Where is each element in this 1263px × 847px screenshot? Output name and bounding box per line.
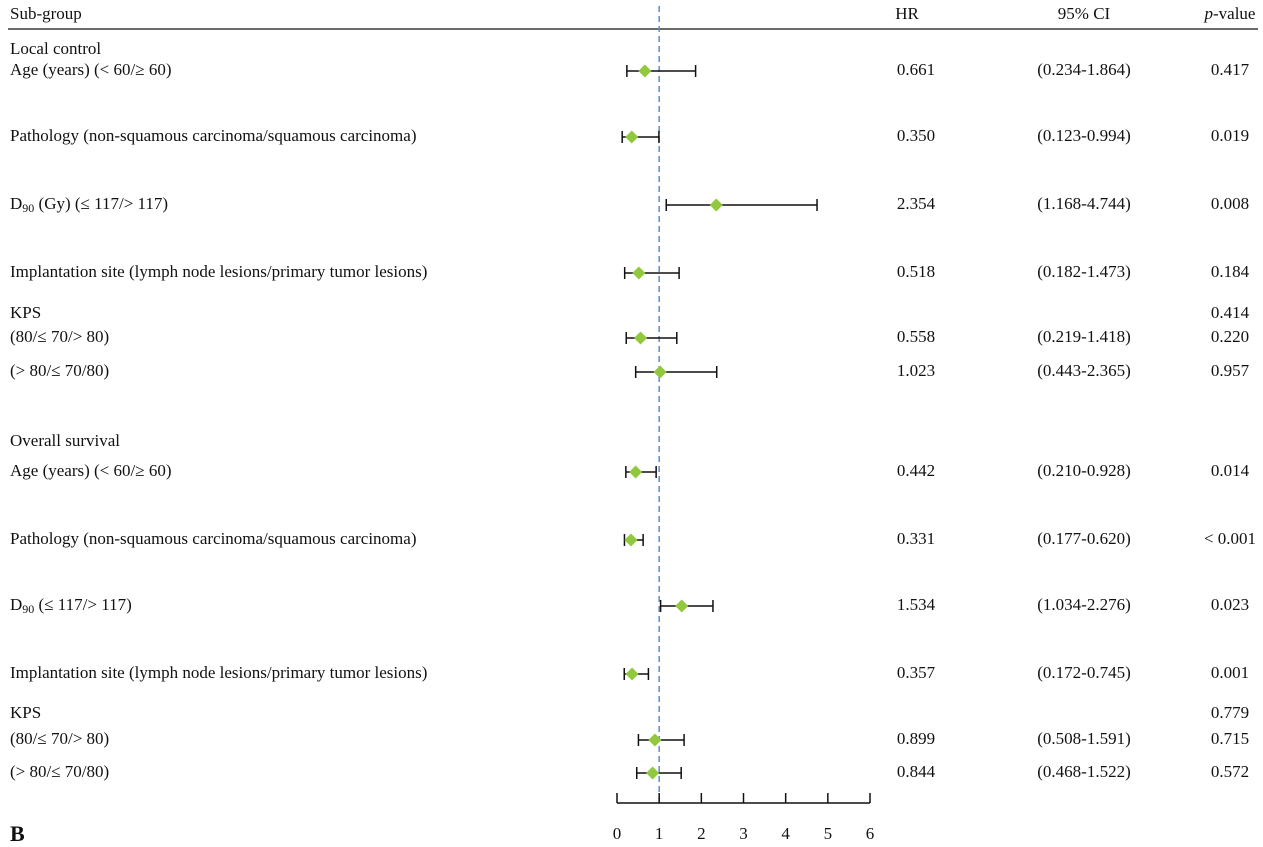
- p-value: 0.014: [1211, 461, 1250, 480]
- p-value: < 0.001: [1204, 529, 1256, 548]
- ci-value: (0.468-1.522): [1037, 762, 1130, 781]
- hr-value: 0.661: [897, 60, 935, 79]
- ci-value: (1.034-2.276): [1037, 595, 1130, 614]
- p-value: 0.957: [1211, 361, 1250, 380]
- ci-value: (0.123-0.994): [1037, 126, 1130, 145]
- row-label-main: Implantation site (lymph node lesions/pr…: [10, 663, 427, 682]
- hr-value: 2.354: [897, 194, 936, 213]
- row-label: Implantation site (lymph node lesions/pr…: [10, 663, 427, 682]
- ci-value: (0.234-1.864): [1037, 60, 1130, 79]
- row-label-main: Age (years) (< 60/≥ 60): [10, 461, 171, 480]
- hr-value: 0.357: [897, 663, 936, 682]
- group-title: Local control: [10, 39, 101, 58]
- x-tick-label: 0: [613, 824, 622, 843]
- hr-marker: [625, 130, 639, 144]
- row-label: Age (years) (< 60/≥ 60): [10, 60, 171, 79]
- hr-value: 0.350: [897, 126, 935, 145]
- hr-value: 1.534: [897, 595, 936, 614]
- row-label: Pathology (non-squamous carcinoma/squamo…: [10, 529, 416, 548]
- row-label: Implantation site (lymph node lesions/pr…: [10, 262, 427, 281]
- hr-value: 0.899: [897, 729, 935, 748]
- x-tick-label: 4: [781, 824, 790, 843]
- hr-marker: [632, 266, 646, 280]
- row-label-main: KPS: [10, 703, 41, 722]
- row-label: (> 80/≤ 70/80): [10, 361, 109, 380]
- row-label-main: (80/≤ 70/> 80): [10, 327, 109, 346]
- hr-value: 0.844: [897, 762, 936, 781]
- row-label: (80/≤ 70/> 80): [10, 327, 109, 346]
- row-label-main: D: [10, 194, 22, 213]
- ci-value: (0.172-0.745): [1037, 663, 1130, 682]
- hr-value: 0.442: [897, 461, 935, 480]
- p-value: 0.008: [1211, 194, 1249, 213]
- hr-marker: [675, 599, 689, 613]
- row-label-main: KPS: [10, 303, 41, 322]
- row-label-main: Age (years) (< 60/≥ 60): [10, 60, 171, 79]
- hr-marker: [625, 667, 639, 681]
- hr-marker: [646, 766, 660, 780]
- hr-marker: [638, 64, 652, 78]
- row-label-main: (80/≤ 70/> 80): [10, 729, 109, 748]
- p-value: 0.184: [1211, 262, 1250, 281]
- header-hr: HR: [895, 4, 919, 23]
- hr-marker: [629, 465, 643, 479]
- row-label: KPS: [10, 303, 41, 322]
- row-label: (> 80/≤ 70/80): [10, 762, 109, 781]
- row-label: D90 (≤ 117/> 117): [10, 595, 132, 616]
- p-value: 0.417: [1211, 60, 1250, 79]
- row-label-sub: 90: [22, 201, 34, 215]
- hr-value: 1.023: [897, 361, 935, 380]
- ci-value: (0.508-1.591): [1037, 729, 1130, 748]
- ci-value: (0.182-1.473): [1037, 262, 1130, 281]
- ci-value: (0.443-2.365): [1037, 361, 1130, 380]
- p-value: 0.414: [1211, 303, 1250, 322]
- hr-marker: [648, 733, 662, 747]
- header-p-italic: p: [1204, 4, 1214, 23]
- header-p: p-value: [1204, 4, 1256, 23]
- p-value: 0.715: [1211, 729, 1249, 748]
- row-label: KPS: [10, 703, 41, 722]
- ci-value: (1.168-4.744): [1037, 194, 1130, 213]
- p-value: 0.779: [1211, 703, 1249, 722]
- ci-value: (0.210-0.928): [1037, 461, 1130, 480]
- row-label: D90 (Gy) (≤ 117/> 117): [10, 194, 168, 215]
- hr-value: 0.558: [897, 327, 935, 346]
- hr-marker: [624, 533, 638, 547]
- x-tick-label: 3: [739, 824, 748, 843]
- row-label: Pathology (non-squamous carcinoma/squamo…: [10, 126, 416, 145]
- row-label: Age (years) (< 60/≥ 60): [10, 461, 171, 480]
- x-tick-label: 6: [866, 824, 875, 843]
- row-label-main: Pathology (non-squamous carcinoma/squamo…: [10, 529, 416, 548]
- p-value: 0.572: [1211, 762, 1249, 781]
- ci-value: (0.177-0.620): [1037, 529, 1130, 548]
- hr-marker: [634, 331, 648, 345]
- row-label-main: (> 80/≤ 70/80): [10, 361, 109, 380]
- panel-label: B: [10, 821, 25, 846]
- header-subgroup: Sub-group: [10, 4, 82, 23]
- x-tick-label: 2: [697, 824, 706, 843]
- p-value: 0.220: [1211, 327, 1249, 346]
- x-tick-label: 1: [655, 824, 664, 843]
- row-label: (80/≤ 70/> 80): [10, 729, 109, 748]
- p-value: 0.023: [1211, 595, 1249, 614]
- hr-marker: [653, 365, 667, 379]
- row-label-rest: (≤ 117/> 117): [34, 595, 131, 614]
- row-label-sub: 90: [22, 602, 34, 616]
- hr-marker: [709, 198, 723, 212]
- header-p-rest: -value: [1213, 4, 1255, 23]
- row-label-main: (> 80/≤ 70/80): [10, 762, 109, 781]
- p-value: 0.019: [1211, 126, 1249, 145]
- group-title: Overall survival: [10, 431, 120, 450]
- ci-value: (0.219-1.418): [1037, 327, 1130, 346]
- row-label-rest: (Gy) (≤ 117/> 117): [34, 194, 168, 213]
- x-tick-label: 5: [824, 824, 833, 843]
- hr-value: 0.331: [897, 529, 935, 548]
- row-label-main: D: [10, 595, 22, 614]
- hr-value: 0.518: [897, 262, 935, 281]
- header-ci: 95% CI: [1058, 4, 1111, 23]
- p-value: 0.001: [1211, 663, 1249, 682]
- row-label-main: Pathology (non-squamous carcinoma/squamo…: [10, 126, 416, 145]
- row-label-main: Implantation site (lymph node lesions/pr…: [10, 262, 427, 281]
